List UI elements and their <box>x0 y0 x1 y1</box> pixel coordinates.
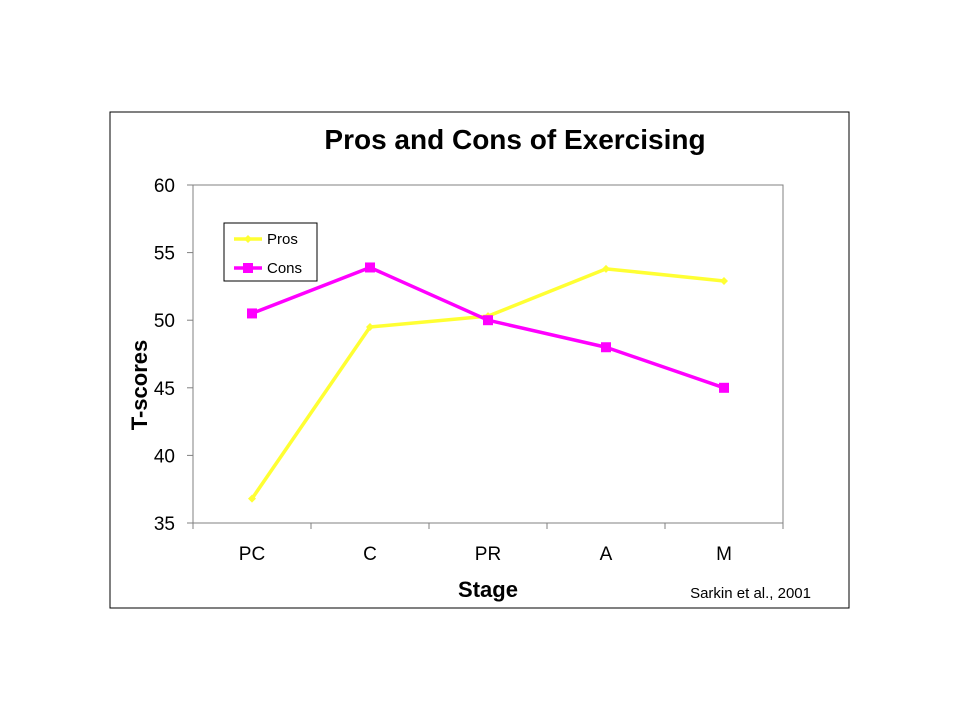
x-tick-label: C <box>363 544 377 565</box>
chart-title: Pros and Cons of Exercising <box>324 124 705 155</box>
data-point-cons <box>365 262 375 273</box>
data-point-cons <box>601 342 611 353</box>
data-point-cons <box>483 315 493 326</box>
data-point-cons <box>247 308 257 319</box>
data-point-pros <box>602 264 610 273</box>
legend: Pros Cons <box>223 222 318 282</box>
source-note: Sarkin et al., 2001 <box>690 585 811 602</box>
x-axis: PC C PR A M <box>192 523 784 565</box>
x-axis-title: Stage <box>458 577 518 602</box>
x-tick-label: PC <box>239 544 265 565</box>
data-point-pros <box>248 494 256 503</box>
y-tick-label: 60 <box>154 176 175 197</box>
x-tick-label: PR <box>475 544 501 565</box>
legend-label-cons: Cons <box>267 260 302 277</box>
legend-marker-cons <box>243 263 253 273</box>
y-tick-label: 45 <box>154 379 175 400</box>
y-tick-label: 35 <box>154 514 175 535</box>
legend-label-pros: Pros <box>267 231 298 248</box>
plot-area <box>192 184 784 524</box>
legend-marker-pros <box>244 235 252 243</box>
y-tick-label: 50 <box>154 311 175 332</box>
x-tick-label: M <box>716 544 732 565</box>
x-tick-label: A <box>600 544 613 565</box>
data-point-pros <box>366 322 374 331</box>
data-point-pros <box>720 276 728 285</box>
y-tick-label: 40 <box>154 446 175 467</box>
series-cons <box>247 262 729 393</box>
y-axis-title: T-scores <box>127 340 152 431</box>
series-layer <box>247 262 729 503</box>
y-axis: 35 40 45 50 55 60 <box>154 176 193 535</box>
y-tick-label: 55 <box>154 244 175 265</box>
chart-frame <box>109 111 850 609</box>
legend-box <box>223 222 318 282</box>
data-point-cons <box>719 382 729 393</box>
